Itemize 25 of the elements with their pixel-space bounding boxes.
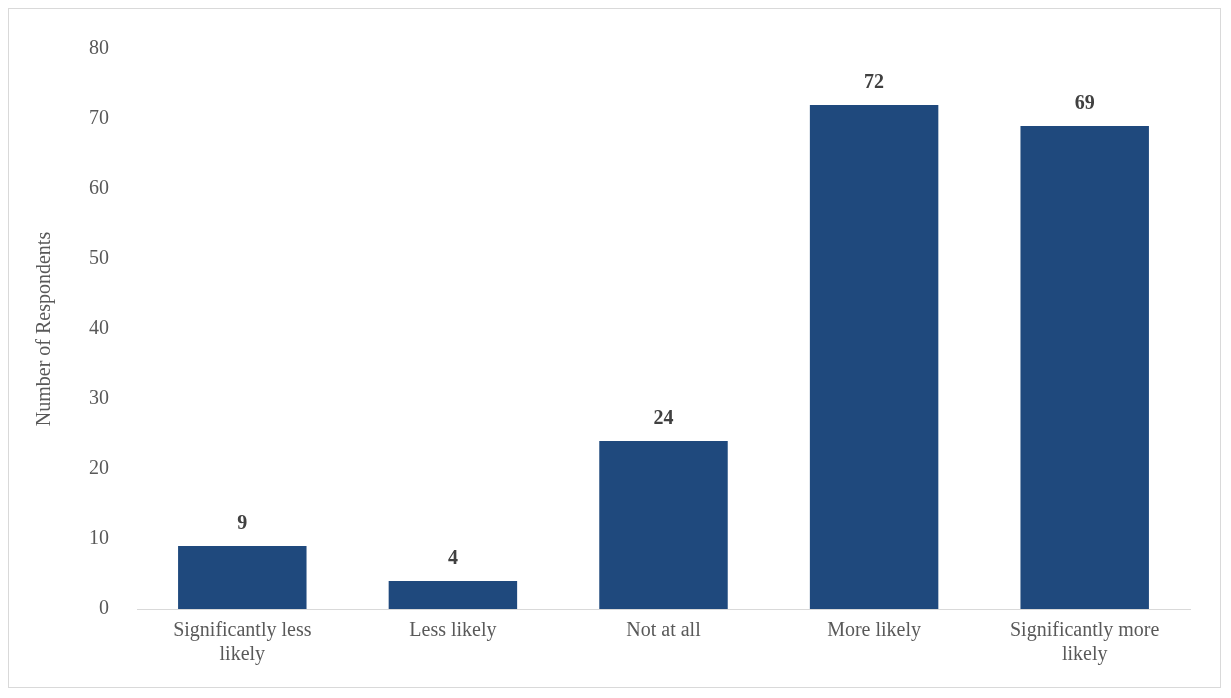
data-label: 9 — [237, 511, 248, 534]
x-tick-label: More likely — [827, 618, 922, 642]
bar — [809, 105, 939, 609]
data-label: 4 — [447, 546, 458, 569]
x-tick-label: Less likely — [409, 618, 497, 642]
data-label: 72 — [864, 70, 885, 93]
bar — [388, 581, 518, 609]
y-tick-label: 10 — [89, 526, 109, 549]
y-tick-label: 70 — [89, 106, 109, 129]
y-tick-label: 40 — [89, 316, 109, 339]
data-label: 24 — [653, 406, 674, 429]
y-tick-label: 0 — [99, 596, 109, 619]
y-axis-title: Number of Respondents — [32, 231, 56, 427]
data-label: 69 — [1074, 91, 1095, 114]
y-tick-label: 50 — [89, 246, 109, 269]
bar — [599, 441, 728, 609]
bar — [1020, 126, 1149, 609]
y-tick-label: 80 — [89, 36, 109, 59]
y-tick-label: 30 — [89, 386, 109, 409]
x-tick-label: Not at all — [626, 618, 702, 641]
bar — [178, 546, 307, 609]
y-tick-label: 20 — [89, 456, 109, 479]
y-tick-label: 60 — [89, 176, 109, 199]
x-tick-label: Significantly less likely — [173, 618, 312, 666]
x-tick-label: Significantly more likely — [1009, 618, 1160, 666]
